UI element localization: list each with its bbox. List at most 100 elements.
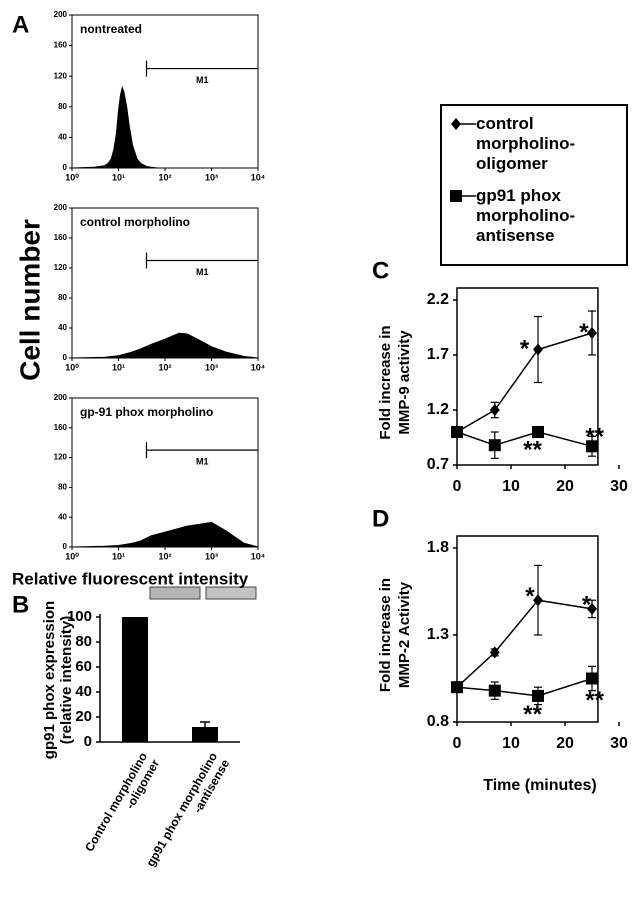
y-axis-title-line: (relative intensity) bbox=[58, 616, 75, 744]
histogram-area bbox=[71, 521, 259, 548]
legend-label: gp91 phox morpholino-antisense bbox=[476, 186, 576, 245]
x-tick-label: 10² bbox=[158, 362, 171, 372]
x-tick-label: 30 bbox=[610, 478, 628, 495]
series-line bbox=[456, 599, 593, 688]
legend-icon bbox=[450, 190, 476, 202]
plot-frame bbox=[71, 14, 259, 169]
x-tick-label: 10⁰ bbox=[65, 551, 79, 561]
x-tick-label: 30 bbox=[610, 735, 628, 752]
y-tick-label: 80 bbox=[58, 102, 67, 111]
point bbox=[451, 681, 463, 694]
histogram-label: gp-91 phox morpholino bbox=[80, 405, 213, 419]
x-tick-label: 10¹ bbox=[112, 172, 125, 182]
y-axis-title: Fold increase in MMP-2 Activity bbox=[377, 578, 413, 692]
bar bbox=[122, 617, 148, 742]
point bbox=[532, 426, 544, 438]
plot-frame bbox=[456, 535, 599, 723]
gate-label: M1 bbox=[196, 457, 209, 467]
y-axis-title: Fold increase in MMP-9 activity bbox=[377, 325, 413, 439]
plot-frame bbox=[71, 207, 259, 359]
x-tick-label: 10³ bbox=[205, 551, 218, 561]
y-tick-label: 20 bbox=[75, 708, 92, 725]
x-tick-label: 10 bbox=[502, 478, 520, 495]
significance-mark: * bbox=[525, 583, 535, 610]
x-tick-label: 10¹ bbox=[112, 551, 125, 561]
y-tick-label: 1.8 bbox=[427, 539, 449, 556]
gate-label: M1 bbox=[196, 75, 209, 85]
point bbox=[488, 439, 501, 452]
legend-icon bbox=[451, 118, 476, 130]
legend: control morpholino-oligomer gp91 phox mor… bbox=[440, 104, 628, 266]
point bbox=[586, 672, 598, 685]
x-tick-label: 0 bbox=[453, 735, 462, 752]
y-tick-label: 0 bbox=[63, 353, 68, 362]
y-tick-label: 40 bbox=[58, 323, 67, 332]
legend-marker bbox=[450, 190, 462, 202]
significance-mark: ** bbox=[585, 687, 604, 714]
y-tick-label: 1.2 bbox=[427, 401, 449, 418]
point bbox=[533, 594, 543, 607]
x-tick-label: 10⁰ bbox=[65, 172, 79, 182]
x-tick-label: 10⁴ bbox=[251, 551, 265, 561]
x-tick-label: 10² bbox=[158, 551, 171, 561]
y-tick-label: 40 bbox=[58, 512, 67, 521]
point bbox=[533, 343, 543, 356]
x-tick-label: 10⁰ bbox=[65, 362, 79, 372]
y-tick-label: 0 bbox=[84, 733, 92, 750]
y-tick-label: 80 bbox=[58, 483, 67, 492]
histogram-label: control morpholino bbox=[80, 215, 190, 229]
y-axis-title: Cell number bbox=[14, 219, 45, 381]
x-tick-label: 10² bbox=[158, 172, 171, 182]
y-tick-label: 160 bbox=[54, 233, 68, 242]
y-axis-title-line: Fold increase in bbox=[377, 325, 394, 439]
y-tick-label: 160 bbox=[54, 41, 68, 50]
legend-item: gp91 phox morpholino-antisense bbox=[448, 186, 620, 246]
legend-item: control morpholino-oligomer bbox=[448, 114, 620, 174]
gate-label: M1 bbox=[196, 267, 209, 277]
x-tick-label: 10⁴ bbox=[251, 172, 265, 182]
legend-marker bbox=[451, 118, 461, 130]
panel-letter: A bbox=[12, 11, 29, 38]
x-tick-label: 20 bbox=[556, 478, 574, 495]
series-line bbox=[456, 431, 593, 448]
point bbox=[489, 646, 500, 659]
y-tick-label: 120 bbox=[54, 263, 68, 272]
x-axis-title: Relative fluorescent intensity bbox=[12, 569, 249, 588]
x-tick-label: 0 bbox=[453, 478, 462, 495]
x-tick-label: 10³ bbox=[205, 172, 218, 182]
histogram-area bbox=[71, 86, 258, 169]
point bbox=[587, 602, 597, 615]
plot-frame bbox=[71, 397, 259, 548]
y-tick-label: 0.7 bbox=[427, 456, 449, 473]
x-tick-label: 10 bbox=[502, 735, 520, 752]
significance-mark: ** bbox=[585, 423, 604, 450]
y-tick-label: 2.2 bbox=[427, 291, 449, 308]
x-tick-label: 10⁴ bbox=[251, 362, 265, 372]
y-axis-title: gp91 phox expression(relative intensity) bbox=[41, 601, 75, 759]
y-axis-title-line: gp91 phox expression bbox=[41, 601, 58, 759]
y-tick-label: 1.7 bbox=[427, 346, 449, 363]
blot-band bbox=[149, 586, 201, 600]
y-axis-title-line: MMP-2 Activity bbox=[396, 581, 413, 688]
significance-mark: * bbox=[579, 319, 589, 346]
y-tick-label: 60 bbox=[75, 658, 92, 675]
significance-mark: * bbox=[582, 592, 592, 619]
y-tick-label: 40 bbox=[58, 133, 67, 142]
y-axis-title-line: Fold increase in bbox=[377, 578, 394, 692]
y-tick-label: 100 bbox=[67, 608, 92, 625]
x-tick-label: 10³ bbox=[205, 362, 218, 372]
series-line bbox=[456, 677, 593, 697]
y-tick-label: 200 bbox=[54, 10, 68, 19]
point bbox=[488, 684, 501, 697]
series-line bbox=[456, 332, 593, 433]
histogram-area bbox=[71, 332, 259, 359]
bar bbox=[192, 727, 218, 742]
legend-label: control morpholino-oligomer bbox=[476, 114, 576, 173]
point bbox=[532, 689, 544, 702]
plot-frame bbox=[456, 287, 599, 466]
significance-mark: ** bbox=[523, 437, 542, 464]
point bbox=[489, 404, 500, 416]
significance-mark: ** bbox=[523, 701, 542, 728]
